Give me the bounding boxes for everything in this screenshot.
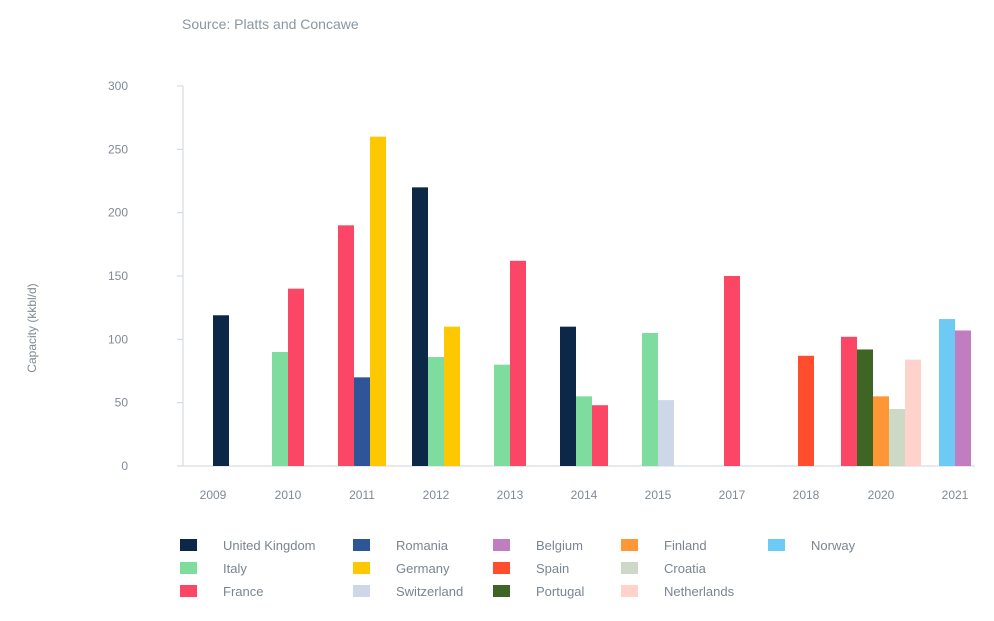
legend-label: Croatia (664, 560, 706, 576)
bar-2015-switzerland (658, 400, 674, 466)
bar-2021-norway (939, 319, 955, 466)
bar-2018-spain (798, 355, 814, 466)
legend-label: Switzerland (396, 583, 464, 599)
bar-2012-italy (428, 357, 444, 466)
y-tick-label: 100 (108, 332, 128, 346)
legend-label: Germany (396, 560, 450, 576)
legend-item-germany: Germany (353, 560, 449, 576)
bar-2020-finland (873, 396, 889, 466)
bar-2011-romania (354, 377, 370, 466)
bar-2012-germany (444, 326, 460, 466)
legend-label: United Kingdom (223, 537, 316, 553)
x-tick-label: 2015 (645, 488, 672, 502)
legend-item-netherlands: Netherlands (621, 583, 734, 599)
legend-label: Belgium (536, 537, 583, 553)
chart-legend: United Kingdom Italy France Romania Germany S… (180, 537, 940, 607)
bar-2013-france (510, 260, 526, 466)
legend-swatch (621, 585, 638, 597)
y-tick-label: 300 (108, 79, 128, 93)
source-note: Source: Platts and Concawe (182, 16, 359, 32)
x-tick-label: 2017 (719, 488, 746, 502)
legend-label: Netherlands (664, 583, 735, 599)
x-tick-label: 2009 (200, 488, 227, 502)
bar-2020-france (841, 336, 857, 466)
y-tick-label: 200 (108, 206, 128, 220)
y-tick-label: 0 (121, 459, 128, 473)
x-tick-label: 2012 (423, 488, 450, 502)
legend-item-france: France (180, 583, 263, 599)
legend-swatch (493, 585, 510, 597)
legend-item-portugal: Portugal (493, 583, 584, 599)
legend-item-united-kingdom: United Kingdom (180, 537, 316, 553)
bar-2010-italy (272, 352, 288, 466)
x-tick-label: 2011 (349, 488, 375, 502)
legend-swatch (180, 585, 197, 597)
legend-item-romania: Romania (353, 537, 448, 553)
legend-swatch (353, 585, 370, 597)
bar-2013-italy (494, 364, 510, 466)
y-axis-label: Capacity (kkbl/d) (25, 283, 39, 372)
legend-swatch (493, 562, 510, 574)
bar-2020-croatia (889, 409, 905, 466)
bar-2014-italy (576, 396, 592, 466)
bar-2020-netherlands (905, 359, 921, 466)
bar-2014-france (592, 405, 608, 466)
legend-item-switzerland: Switzerland (353, 583, 463, 599)
bar-chart: 0 50 100 150 200 250 300 Capacity (kkbl/d) 2009 2… (25, 79, 975, 502)
legend-swatch (493, 539, 510, 551)
legend-item-italy: Italy (180, 560, 247, 576)
y-tick-label: 150 (108, 269, 128, 283)
legend-item-spain: Spain (493, 560, 569, 576)
x-tick-label: 2020 (868, 488, 895, 502)
legend-swatch (621, 562, 638, 574)
legend-label: Finland (664, 537, 707, 553)
legend-label: Portugal (536, 583, 585, 599)
legend-label: Spain (536, 560, 570, 576)
x-tick-label: 2013 (497, 488, 524, 502)
bar-2009-united-kingdom (213, 315, 229, 466)
bar-2014-united-kingdom (560, 326, 576, 466)
legend-swatch (768, 539, 785, 551)
bar-2011-germany (370, 136, 386, 466)
bar-2015-italy (642, 333, 658, 466)
x-tick-label: 2010 (275, 488, 302, 502)
x-tick-label: 2021 (942, 488, 969, 502)
legend-item-norway: Norway (768, 537, 855, 553)
y-tick-label: 50 (115, 396, 129, 410)
bar-2021-belgium (955, 330, 971, 466)
legend-item-finland: Finland (621, 537, 707, 553)
legend-label: Italy (223, 560, 247, 576)
x-tick-label: 2014 (571, 488, 598, 502)
legend-swatch (180, 539, 197, 551)
legend-swatch (180, 562, 197, 574)
bar-2010-france (288, 288, 304, 466)
legend-label: France (223, 583, 264, 599)
bar-2012-united-kingdom (412, 187, 428, 467)
legend-item-croatia: Croatia (621, 560, 706, 576)
legend-item-belgium: Belgium (493, 537, 583, 553)
bar-2017-france (724, 276, 740, 466)
x-tick-label: 2018 (793, 488, 820, 502)
y-tick-label: 250 (108, 142, 128, 156)
legend-swatch (621, 539, 638, 551)
legend-label: Norway (811, 537, 856, 553)
legend-swatch (353, 539, 370, 551)
legend-label: Romania (396, 537, 449, 553)
bar-2020-portugal (857, 349, 873, 466)
bar-2011-france (338, 225, 354, 466)
legend-swatch (353, 562, 370, 574)
